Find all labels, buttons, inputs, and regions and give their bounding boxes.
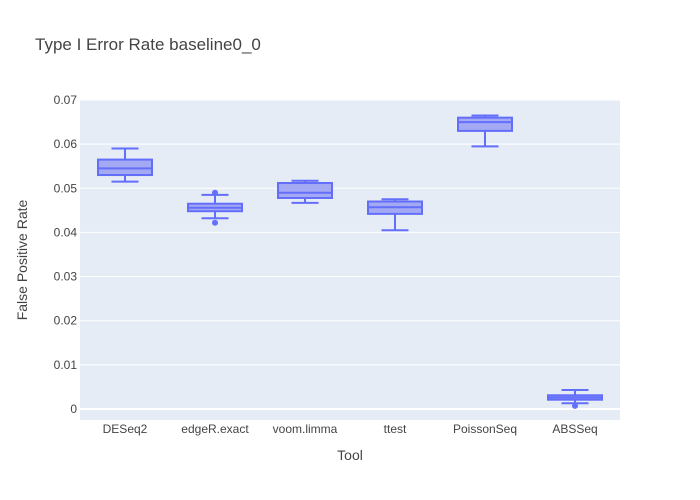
box-iqr [97,158,153,177]
x-tick-label: DESeq2 [103,422,148,436]
x-axis-label: Tool [337,447,363,463]
box-DESeq2 [97,147,153,183]
x-tick-label: voom.limma [273,422,338,436]
y-axis-ticks: 0 0.01 0.02 0.03 0.04 0.05 0.06 0.07 [54,93,78,416]
boxes [97,114,603,409]
box-edgeR.exact [187,189,243,226]
box-ttest [367,198,423,232]
plot-area [80,100,620,420]
x-tick-label: PoissonSeq [453,422,517,436]
outlier-point [212,189,218,196]
y-tick-label: 0.01 [54,358,78,372]
box-iqr [277,181,333,199]
box-PoissonSeq [457,114,513,148]
outlier-point [212,219,218,226]
x-tick-label: ABSSeq [552,422,597,436]
outlier-point [572,402,578,409]
box-ABSSeq [547,388,603,409]
y-tick-label: 0 [70,402,77,416]
gridlines [80,99,620,410]
x-tick-label: edgeR.exact [181,422,249,436]
x-axis-ticks: DESeq2 edgeR.exact voom.limma ttest PoissonS… [103,422,598,436]
box-iqr [457,116,513,132]
y-tick-label: 0.06 [54,137,78,151]
y-tick-label: 0.05 [54,181,78,195]
y-tick-label: 0.02 [54,314,78,328]
y-axis-label: False Positive Rate [14,199,30,320]
y-tick-label: 0.03 [54,270,78,284]
box-voom.limma [277,179,333,204]
y-tick-label: 0.04 [54,225,78,239]
chart-title: Type I Error Rate baseline0_0 [35,35,261,54]
x-tick-label: ttest [384,422,407,436]
y-tick-label: 0.07 [54,93,78,107]
